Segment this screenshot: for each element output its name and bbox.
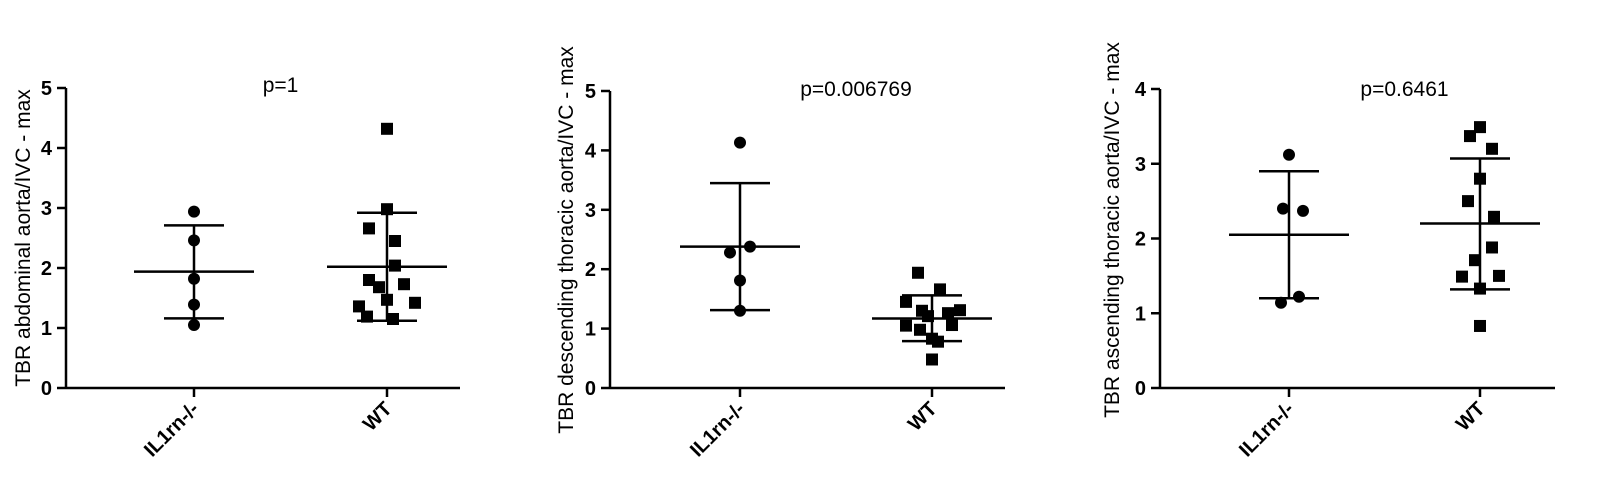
data-point-square: [398, 278, 410, 291]
data-point-circle: [188, 319, 200, 331]
data-point-square: [381, 293, 393, 306]
chart-panel-2: 0 1 2 3 4 5 TBR descending thoracic aorta/IVC …: [555, 46, 1005, 461]
data-point-square: [934, 283, 946, 296]
p-value-label: p=0.6461: [1360, 78, 1448, 101]
data-point-circle: [724, 246, 736, 259]
p-value-label: p=0.006769: [800, 78, 912, 101]
chart-panel-1: 0 1 2 3 4 5 TBR abdominal aorta/IVC - max p=1 IL…: [12, 74, 460, 461]
data-point-square: [1474, 172, 1486, 185]
data-point-square: [1486, 142, 1498, 155]
data-point-circle: [1297, 204, 1309, 217]
data-point-square: [363, 274, 375, 286]
series-WT: [872, 266, 992, 366]
data-point-square: [942, 307, 954, 320]
series-WT: [1420, 121, 1540, 332]
y-tick-label: 1: [41, 318, 52, 340]
data-point-square: [932, 335, 944, 348]
data-point-square: [1493, 269, 1505, 282]
data-point-square: [373, 281, 385, 294]
y-axis-label: TBR descending thoracic aorta/IVC - max: [555, 46, 578, 434]
x-category-label: IL1rn-/-: [686, 398, 749, 461]
data-point-square: [946, 319, 958, 332]
data-point-square: [912, 266, 924, 279]
chart-panel-3: 0 1 2 3 4 TBR ascending thoracic aorta/IVC - …: [1101, 42, 1555, 461]
y-axis-label: TBR ascending thoracic aorta/IVC - max: [1101, 42, 1124, 418]
data-point-square: [1474, 121, 1486, 134]
y-tick-label: 1: [585, 319, 596, 341]
data-point-circle: [188, 205, 200, 218]
data-point-circle: [734, 136, 746, 149]
y-tick-label: 5: [41, 78, 52, 100]
data-point-square: [900, 319, 912, 332]
data-point-square: [381, 122, 393, 135]
x-category-label: IL1rn-/-: [1235, 398, 1298, 461]
data-point-square: [389, 235, 401, 247]
x-category-label: IL1rn-/-: [140, 398, 203, 461]
y-tick-label: 1: [1135, 303, 1146, 325]
data-point-square: [1486, 241, 1498, 254]
data-point-square: [387, 313, 399, 325]
data-point-square: [1488, 210, 1500, 223]
data-point-square: [363, 222, 375, 235]
y-tick-label: 3: [41, 198, 52, 220]
data-point-circle: [1293, 290, 1305, 303]
data-point-square: [900, 295, 912, 308]
y-axis-label: TBR abdominal aorta/IVC - max: [12, 89, 35, 387]
data-point-square: [1464, 130, 1476, 143]
data-point-square: [1474, 319, 1486, 332]
data-point-square: [409, 296, 421, 309]
y-tick-label: 3: [585, 200, 596, 222]
y-tick-label: 3: [1135, 154, 1146, 176]
x-category-label: WT: [359, 398, 397, 436]
y-tick-label: 0: [1135, 378, 1146, 400]
series-IL1rn-/-: [134, 205, 254, 331]
x-category-label: WT: [1452, 398, 1490, 436]
data-point-square: [361, 310, 373, 323]
y-tick-label: 2: [41, 258, 52, 280]
y-tick-label: 0: [585, 378, 596, 400]
y-tick-label: 4: [585, 140, 597, 162]
series-IL1rn-/-: [680, 136, 800, 317]
y-tick-label: 5: [585, 81, 596, 103]
data-point-circle: [188, 234, 200, 247]
data-point-square: [914, 323, 926, 336]
data-point-circle: [188, 272, 200, 285]
data-point-square: [926, 353, 938, 366]
x-category-label: WT: [904, 398, 942, 436]
data-point-circle: [1277, 202, 1289, 215]
data-point-circle: [188, 298, 200, 311]
data-point-circle: [734, 304, 746, 317]
data-point-circle: [1275, 296, 1287, 309]
series-IL1rn-/-: [1229, 148, 1349, 309]
data-point-square: [389, 259, 401, 272]
p-value-label: p=1: [263, 74, 299, 97]
data-point-circle: [744, 240, 756, 253]
y-tick-label: 0: [41, 378, 52, 400]
data-point-circle: [1283, 148, 1295, 161]
data-point-square: [922, 310, 934, 323]
data-point-square: [353, 300, 365, 313]
data-point-circle: [734, 274, 746, 287]
data-point-square: [1462, 195, 1474, 208]
y-tick-label: 4: [1135, 79, 1147, 101]
y-tick-label: 2: [1135, 229, 1146, 251]
data-point-square: [1456, 270, 1468, 283]
data-point-square: [1469, 254, 1481, 267]
data-point-square: [954, 304, 966, 317]
data-point-square: [1474, 282, 1486, 295]
data-point-square: [381, 203, 393, 216]
series-WT: [327, 122, 447, 325]
y-tick-label: 2: [585, 259, 596, 281]
y-tick-label: 4: [41, 138, 53, 160]
